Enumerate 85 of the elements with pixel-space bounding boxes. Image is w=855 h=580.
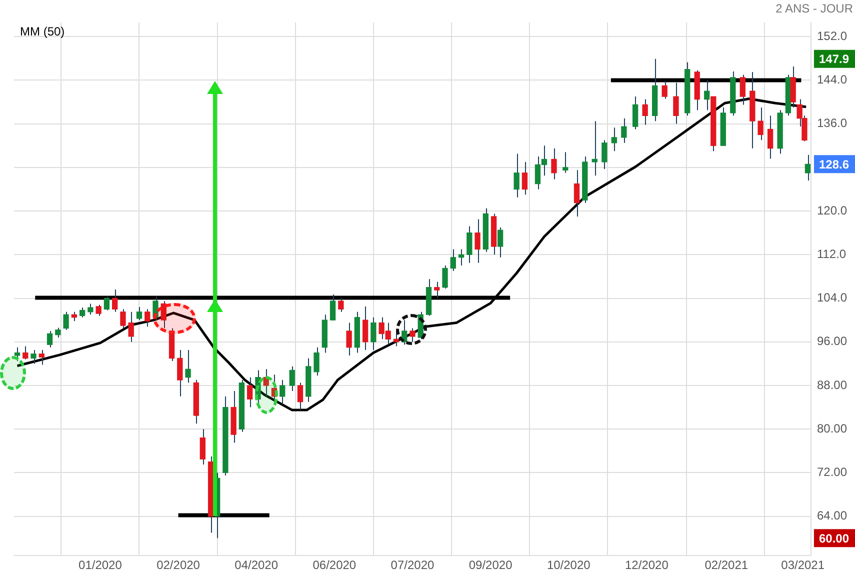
candlestick bbox=[88, 303, 94, 316]
candlestick bbox=[522, 161, 528, 196]
candlestick bbox=[450, 248, 456, 272]
y-tick-label: 136.0 bbox=[816, 116, 848, 130]
candlestick bbox=[152, 296, 158, 321]
y-tick-label: 72.00 bbox=[816, 465, 848, 480]
candlestick bbox=[362, 306, 368, 351]
candlestick bbox=[30, 350, 36, 364]
y-tick-label: 64.00 bbox=[816, 508, 848, 523]
x-tick-label: 04/2020 bbox=[234, 558, 278, 572]
candlestick bbox=[79, 307, 86, 318]
candlestick bbox=[120, 308, 126, 329]
candlestick bbox=[758, 106, 764, 141]
candlestick bbox=[514, 153, 520, 198]
candlestick bbox=[297, 382, 304, 411]
candlestick bbox=[410, 328, 416, 342]
text: 60.00 bbox=[818, 531, 850, 546]
candlestick bbox=[263, 368, 269, 397]
candlestick bbox=[289, 366, 295, 392]
candlestick bbox=[474, 218, 480, 264]
candlestick bbox=[200, 428, 206, 466]
x-tick-label: 01/2020 bbox=[78, 558, 122, 572]
candlestick bbox=[38, 350, 44, 366]
candlestick bbox=[466, 226, 472, 264]
candlestick bbox=[592, 120, 598, 176]
candlestick bbox=[642, 98, 648, 126]
x-tick-label: 12/2020 bbox=[625, 558, 669, 572]
y-tick-label: 144.0 bbox=[816, 72, 848, 87]
candlestick bbox=[22, 346, 28, 360]
candlestick bbox=[434, 281, 440, 299]
candlestick bbox=[370, 316, 376, 351]
candlestick bbox=[104, 296, 110, 311]
x-tick-label: 03/2021 bbox=[781, 558, 825, 572]
candlestick bbox=[767, 115, 774, 160]
x-tick-label: 10/2020 bbox=[546, 558, 591, 572]
candlestick bbox=[346, 322, 352, 356]
candlestick bbox=[574, 170, 580, 217]
candlestick bbox=[55, 327, 61, 338]
candlestick bbox=[144, 308, 150, 328]
y-tick-label: 88.00 bbox=[816, 378, 848, 392]
candlestick bbox=[128, 311, 134, 342]
candlestick bbox=[271, 374, 278, 402]
candlestick bbox=[662, 80, 668, 100]
candlestick bbox=[562, 152, 568, 174]
y-tick-label: 120.0 bbox=[816, 203, 848, 218]
x-tick-label: 07/2020 bbox=[390, 558, 434, 572]
candlestick bbox=[621, 118, 627, 144]
candlestick bbox=[602, 140, 608, 170]
candlestick bbox=[280, 380, 286, 406]
text: MM (50) bbox=[20, 24, 65, 39]
candlestick bbox=[673, 82, 679, 124]
y-tick-label: 104.0 bbox=[816, 290, 848, 305]
candlestick bbox=[804, 154, 811, 182]
candlestick bbox=[330, 294, 336, 321]
x-tick-label: 06/2020 bbox=[312, 558, 356, 572]
x-tick-label: 09/2020 bbox=[468, 558, 513, 572]
y-tick-label: 112.0 bbox=[816, 246, 846, 261]
text: 147.9 bbox=[818, 52, 850, 66]
candlestick bbox=[136, 306, 142, 321]
text: 128.6 bbox=[818, 157, 850, 172]
candlestick bbox=[551, 148, 557, 180]
candlestick bbox=[704, 80, 710, 111]
y-tick-label: 152.0 bbox=[816, 28, 848, 43]
candlestick bbox=[46, 330, 53, 348]
chart-subtitle: 2 ANS - JOUR bbox=[776, 2, 854, 16]
candlestick bbox=[63, 311, 69, 330]
candlestick bbox=[160, 300, 166, 329]
x-tick-label: 02/2020 bbox=[156, 558, 200, 572]
y-tick-label: 80.00 bbox=[816, 421, 848, 436]
candlestick bbox=[96, 304, 102, 316]
candlestick bbox=[740, 74, 746, 106]
candlestick bbox=[14, 346, 20, 362]
candlestick bbox=[611, 127, 617, 152]
candlestick bbox=[314, 346, 320, 376]
candlestick bbox=[497, 226, 504, 258]
candlestick bbox=[338, 298, 344, 312]
candlestick bbox=[632, 96, 638, 130]
x-tick-label: 02/2021 bbox=[704, 558, 748, 572]
y-tick-label: 96.00 bbox=[816, 334, 848, 348]
candlestick bbox=[247, 376, 253, 408]
candlestick bbox=[255, 370, 261, 404]
candlestick bbox=[177, 350, 183, 397]
candlestick bbox=[112, 289, 118, 312]
candlestick bbox=[442, 265, 448, 289]
candlestick bbox=[185, 350, 191, 384]
